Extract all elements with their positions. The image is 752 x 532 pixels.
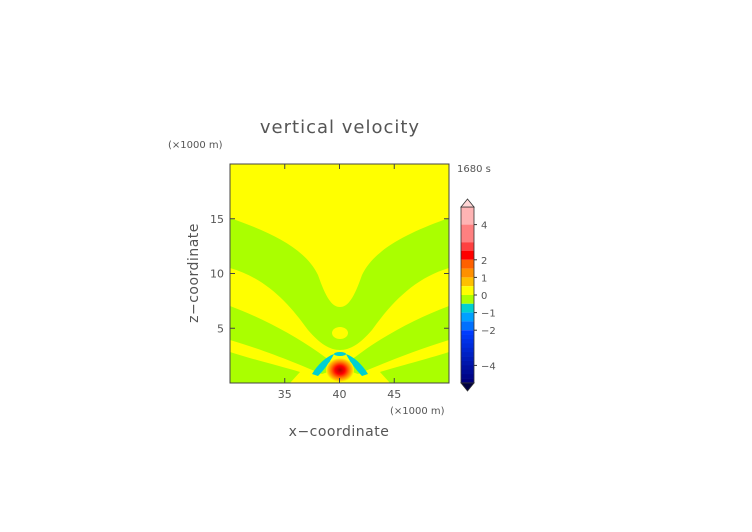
lower-right-band xyxy=(340,306,449,374)
y-tick-label: 15 xyxy=(210,213,224,226)
colorbar-band xyxy=(461,259,474,269)
colorbar-band xyxy=(461,339,474,344)
colorbar-label: 4 xyxy=(481,221,487,232)
colorbar-band xyxy=(461,286,474,295)
axis-ticks: 35 40 45 5 10 15 xyxy=(210,164,449,401)
upper-bubble xyxy=(332,327,348,339)
y-axis-label: z−coordinate xyxy=(186,223,202,323)
colorbar-band xyxy=(461,378,474,384)
colorbar-extend-min xyxy=(460,382,475,392)
x-tick-label: 40 xyxy=(333,388,347,401)
colorbar-band xyxy=(461,242,474,251)
x-tick-label: 45 xyxy=(387,388,401,401)
downdraft-lobe-left xyxy=(312,354,334,376)
y-units-label: (×1000 m) xyxy=(168,140,223,151)
x-axis-label: x−coordinate xyxy=(289,424,390,440)
colorbar-band xyxy=(461,330,474,335)
time-label: 1680 s xyxy=(457,164,491,175)
colorbar-band xyxy=(461,268,474,278)
bottom-right-band xyxy=(380,352,449,383)
colorbar-label: 2 xyxy=(481,256,487,267)
bottom-left-band xyxy=(230,352,300,383)
colorbar-band xyxy=(461,369,474,375)
colorbar-band xyxy=(461,321,474,331)
colorbar-label: −2 xyxy=(481,326,496,337)
x-units-label: (×1000 m) xyxy=(390,406,445,417)
x-tick-label: 35 xyxy=(278,388,292,401)
colorbar-label: −4 xyxy=(481,361,496,372)
colorbar-band xyxy=(461,374,474,379)
colorbar-band xyxy=(461,356,474,362)
downdraft-lobe-right xyxy=(346,354,368,376)
downdraft-cap xyxy=(334,352,346,356)
colorbar-label: 1 xyxy=(481,273,487,284)
colorbar-band xyxy=(461,361,474,366)
colorbar-band xyxy=(461,303,474,313)
colorbar: 4 2 1 0 −1 −2 −4 xyxy=(460,198,496,392)
colorbar-band xyxy=(461,365,474,371)
colorbar-extend-max xyxy=(460,198,475,208)
chart-title: vertical velocity xyxy=(260,117,420,138)
colorbar-band xyxy=(461,207,474,225)
y-tick-label: 5 xyxy=(217,322,224,335)
colorbar-band xyxy=(461,251,474,260)
colorbar-band xyxy=(461,352,474,357)
colorbar-band xyxy=(461,312,474,322)
updraft-core xyxy=(326,358,354,382)
y-tick-label: 10 xyxy=(210,268,224,281)
colorbar-label: −1 xyxy=(481,309,496,320)
colorbar-band xyxy=(461,343,474,349)
colorbar-band xyxy=(461,224,474,243)
colorbar-band xyxy=(461,295,474,304)
colorbar-label: 0 xyxy=(481,291,487,302)
v-band-region xyxy=(230,218,449,350)
colorbar-band xyxy=(461,347,474,353)
colorbar-band xyxy=(461,334,474,340)
colorbar-band xyxy=(461,277,474,287)
heatmap-field xyxy=(230,164,449,383)
lower-left-band xyxy=(230,306,340,374)
